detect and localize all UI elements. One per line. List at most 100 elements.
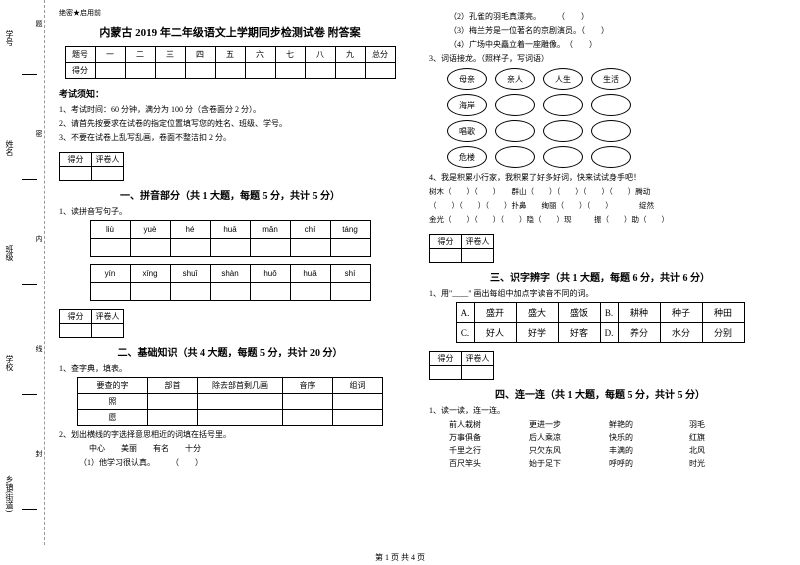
lian-item: 羽毛 bbox=[689, 419, 769, 430]
oval-blank[interactable] bbox=[543, 120, 583, 142]
lian-item: 更进一步 bbox=[529, 419, 609, 430]
oval-blank[interactable] bbox=[591, 146, 631, 168]
pinyin-cell: táng bbox=[330, 221, 370, 239]
oval-blank[interactable] bbox=[543, 146, 583, 168]
score-cell[interactable] bbox=[245, 63, 275, 79]
answer-cell[interactable] bbox=[290, 283, 330, 301]
pinyin-cell: yín bbox=[90, 265, 130, 283]
q-sub: （3）梅兰芳是一位著名的京剧演员。（ ） bbox=[429, 25, 771, 36]
binding-field-line[interactable] bbox=[22, 110, 37, 180]
dict-cell[interactable] bbox=[148, 394, 198, 410]
lian-item: 红旗 bbox=[689, 432, 769, 443]
answer-cell[interactable] bbox=[250, 283, 290, 301]
score-cell[interactable] bbox=[365, 63, 395, 79]
th: 五 bbox=[215, 47, 245, 63]
q-sub: （1）他学习很认真。 （ ） bbox=[59, 457, 401, 468]
row-label: C. bbox=[456, 323, 474, 343]
scorebox-label: 得分 bbox=[60, 310, 92, 324]
notice-item: 2、请首先按要求在试卷的指定位置填写您的姓名、班级、学号。 bbox=[59, 118, 401, 129]
scorebox-cell[interactable] bbox=[60, 324, 92, 338]
answer-cell[interactable] bbox=[250, 239, 290, 257]
score-cell[interactable] bbox=[185, 63, 215, 79]
oval-blank[interactable] bbox=[591, 94, 631, 116]
th: 二 bbox=[125, 47, 155, 63]
dict-cell[interactable] bbox=[148, 410, 198, 426]
notice-item: 1、考试时间：60 分钟，满分为 100 分（含卷面分 2 分）。 bbox=[59, 104, 401, 115]
th: 七 bbox=[275, 47, 305, 63]
score-cell[interactable] bbox=[275, 63, 305, 79]
binding-field-label: 学校 bbox=[4, 355, 15, 371]
row-label: B. bbox=[600, 303, 618, 323]
binding-field-line[interactable] bbox=[22, 215, 37, 285]
char-cell: 耕种 bbox=[618, 303, 660, 323]
answer-cell[interactable] bbox=[130, 283, 170, 301]
char-cell: 盛开 bbox=[474, 303, 516, 323]
answer-cell[interactable] bbox=[90, 283, 130, 301]
scorebox-cell[interactable] bbox=[92, 167, 124, 181]
scorebox-cell[interactable] bbox=[430, 249, 462, 263]
oval-row: 海岸 bbox=[429, 94, 771, 116]
oval-blank[interactable] bbox=[495, 146, 535, 168]
pinyin-cell: hé bbox=[170, 221, 210, 239]
score-box: 得分评卷人 bbox=[59, 152, 124, 181]
dict-cell[interactable] bbox=[198, 410, 283, 426]
binding-field-line[interactable] bbox=[22, 20, 37, 75]
q-text: 1、查字典，填表。 bbox=[59, 363, 401, 374]
lian-item: 北风 bbox=[689, 445, 769, 456]
oval-blank[interactable] bbox=[591, 120, 631, 142]
oval-blank[interactable] bbox=[543, 94, 583, 116]
binding-field-line[interactable] bbox=[22, 430, 37, 510]
section-2-title: 二、基础知识（共 4 大题，每题 5 分，共计 20 分） bbox=[59, 344, 401, 359]
dict-th: 音序 bbox=[283, 378, 333, 394]
scorebox-cell[interactable] bbox=[430, 366, 462, 380]
row-label: A. bbox=[456, 303, 474, 323]
answer-cell[interactable] bbox=[210, 283, 250, 301]
answer-cell[interactable] bbox=[170, 239, 210, 257]
oval-word: 母亲 bbox=[447, 68, 487, 90]
score-cell[interactable] bbox=[95, 63, 125, 79]
dict-cell[interactable] bbox=[333, 394, 383, 410]
answer-cell[interactable] bbox=[290, 239, 330, 257]
scorebox-cell[interactable] bbox=[92, 324, 124, 338]
score-cell[interactable] bbox=[215, 63, 245, 79]
char-cell: 盛大 bbox=[516, 303, 558, 323]
fill-line: 金光（ ）（ ）（ ）隐（ ）现 振（ ）助（ ） bbox=[429, 214, 771, 225]
answer-cell[interactable] bbox=[330, 283, 370, 301]
char-cell: 种田 bbox=[702, 303, 744, 323]
scorebox-cell[interactable] bbox=[60, 167, 92, 181]
oval-row: 唱歌 bbox=[429, 120, 771, 142]
oval-word: 海岸 bbox=[447, 94, 487, 116]
answer-cell[interactable] bbox=[90, 239, 130, 257]
row-label: D. bbox=[600, 323, 618, 343]
binding-field-label: 班级 bbox=[4, 245, 15, 261]
binding-field-line[interactable] bbox=[22, 320, 37, 395]
dict-cell[interactable] bbox=[198, 394, 283, 410]
score-cell[interactable] bbox=[335, 63, 365, 79]
char-cell: 分别 bbox=[702, 323, 744, 343]
answer-cell[interactable] bbox=[330, 239, 370, 257]
q-text: 3、词语接龙。（照样子，写词语） bbox=[429, 53, 771, 64]
lian-item: 前人栽树 bbox=[449, 419, 529, 430]
scorebox-cell[interactable] bbox=[462, 366, 494, 380]
score-cell[interactable] bbox=[155, 63, 185, 79]
lian-item: 只欠东风 bbox=[529, 445, 609, 456]
oval-blank[interactable] bbox=[495, 120, 535, 142]
q-sub: （4）广场中央矗立着一座雕像。 （ ） bbox=[429, 39, 771, 50]
pinyin-cell: liù bbox=[90, 221, 130, 239]
score-cell[interactable] bbox=[125, 63, 155, 79]
score-cell[interactable] bbox=[305, 63, 335, 79]
answer-cell[interactable] bbox=[170, 283, 210, 301]
page-footer: 第 1 页 共 4 页 bbox=[0, 552, 800, 563]
dict-cell[interactable] bbox=[283, 410, 333, 426]
fill-line: 树木（ ）（ ） 群山（ ）（ ）（ ）（ ）腾动 bbox=[429, 186, 771, 197]
section-3-title: 三、识字辨字（共 1 大题，每题 6 分，共计 6 分） bbox=[429, 269, 771, 284]
oval-blank[interactable] bbox=[495, 94, 535, 116]
answer-cell[interactable] bbox=[130, 239, 170, 257]
th: 九 bbox=[335, 47, 365, 63]
answer-cell[interactable] bbox=[210, 239, 250, 257]
q-text: 4、我是积累小行家，我积累了好多好词，快来试试身手吧！ bbox=[429, 172, 771, 183]
dict-cell[interactable] bbox=[333, 410, 383, 426]
scorebox-cell[interactable] bbox=[462, 249, 494, 263]
dict-cell[interactable] bbox=[283, 394, 333, 410]
q-text: 1、用"____" 画出每组中加点字读音不同的词。 bbox=[429, 288, 771, 299]
